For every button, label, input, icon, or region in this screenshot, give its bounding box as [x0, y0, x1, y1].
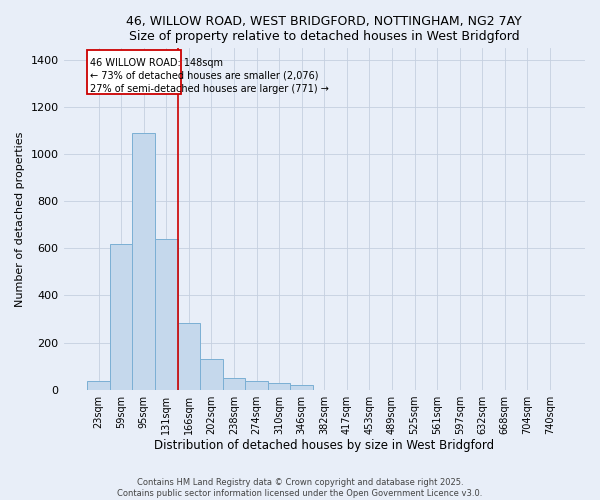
Y-axis label: Number of detached properties: Number of detached properties — [15, 132, 25, 306]
Text: 27% of semi-detached houses are larger (771) →: 27% of semi-detached houses are larger (… — [89, 84, 328, 94]
Bar — [155, 239, 178, 390]
Bar — [245, 382, 268, 390]
Bar — [268, 382, 290, 390]
Bar — [290, 385, 313, 390]
FancyBboxPatch shape — [87, 50, 181, 94]
Bar — [200, 359, 223, 390]
Bar — [110, 244, 133, 390]
Bar — [178, 322, 200, 390]
Text: Contains HM Land Registry data © Crown copyright and database right 2025.
Contai: Contains HM Land Registry data © Crown c… — [118, 478, 482, 498]
Bar — [87, 382, 110, 390]
X-axis label: Distribution of detached houses by size in West Bridgford: Distribution of detached houses by size … — [154, 440, 494, 452]
Bar — [223, 378, 245, 390]
Title: 46, WILLOW ROAD, WEST BRIDGFORD, NOTTINGHAM, NG2 7AY
Size of property relative t: 46, WILLOW ROAD, WEST BRIDGFORD, NOTTING… — [127, 15, 522, 43]
Text: ← 73% of detached houses are smaller (2,076): ← 73% of detached houses are smaller (2,… — [89, 70, 318, 81]
Text: 46 WILLOW ROAD: 148sqm: 46 WILLOW ROAD: 148sqm — [89, 58, 223, 68]
Bar — [133, 133, 155, 390]
